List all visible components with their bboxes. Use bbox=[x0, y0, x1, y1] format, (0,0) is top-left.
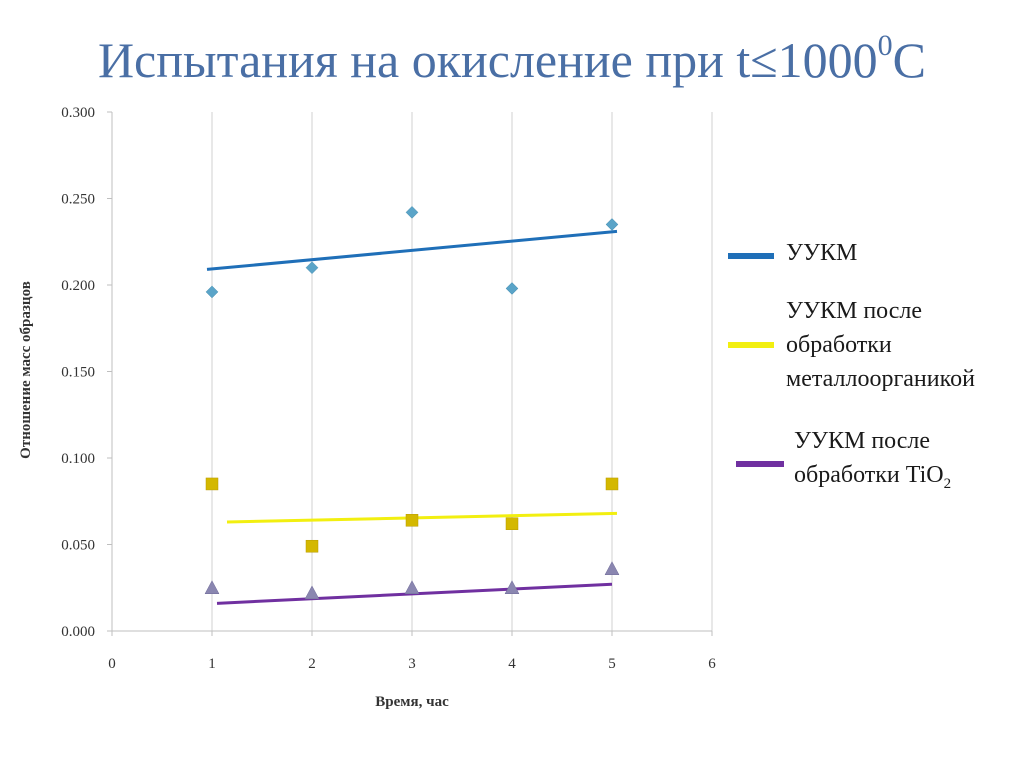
slide-title-superscript: 0 bbox=[877, 29, 893, 62]
data-point-series-2 bbox=[205, 477, 219, 491]
legend-label-metalorganic: УУКМ после обработки металлоорганикой bbox=[786, 294, 975, 396]
legend-label-line: УУКМ после bbox=[786, 298, 923, 324]
data-point-series-3 bbox=[304, 585, 320, 600]
legend-label-line: металлоорганикой bbox=[786, 366, 975, 392]
data-point-series-1 bbox=[505, 282, 519, 295]
x-axis-title: Время, час bbox=[375, 694, 449, 710]
data-point-series-3 bbox=[204, 580, 220, 594]
x-tick-label: 5 bbox=[608, 656, 616, 672]
chart-axes bbox=[107, 111, 713, 636]
data-point-series-1 bbox=[405, 205, 419, 219]
data-point-series-1 bbox=[305, 261, 319, 275]
data-point-series-3 bbox=[504, 580, 520, 594]
legend-label-line: УУКМ bbox=[786, 240, 858, 266]
y-tick-label: 0.050 bbox=[61, 538, 95, 554]
slide-title: Испытания на окисление при t≤10000С bbox=[0, 30, 1024, 90]
x-tick-label: 3 bbox=[408, 656, 416, 672]
chart-tick-labels: 0.000 0.050 0.100 0.150 0.200 0.250 0.300 0 1 2 3 4… bbox=[61, 105, 716, 672]
slide-title-text: Испытания на окисление при t≤1000 bbox=[97, 32, 878, 88]
legend-label-line: обработки TiO bbox=[794, 462, 944, 488]
chart-grid bbox=[211, 112, 713, 631]
data-point-series-2 bbox=[605, 477, 619, 491]
chart-points bbox=[204, 205, 620, 600]
y-tick-label: 0.200 bbox=[61, 278, 95, 294]
legend-swatch-metalorganic bbox=[728, 342, 774, 348]
y-tick-label: 0.000 bbox=[61, 624, 95, 640]
data-point-series-3 bbox=[604, 561, 620, 575]
data-point-series-1 bbox=[205, 285, 219, 299]
data-point-series-2 bbox=[505, 517, 519, 530]
y-tick-label: 0.150 bbox=[61, 365, 95, 381]
trendline-series-1 bbox=[206, 229, 618, 271]
slide-title-end: С bbox=[892, 32, 927, 88]
x-tick-label: 0 bbox=[108, 656, 116, 672]
x-tick-label: 1 bbox=[208, 656, 216, 672]
x-tick-label: 6 bbox=[708, 656, 716, 672]
legend-label-line: обработки bbox=[786, 332, 892, 358]
y-axis-title: Отношение масс образцов bbox=[18, 281, 34, 459]
legend-label-uukm: УУКМ bbox=[786, 236, 857, 270]
legend-swatch-tio2 bbox=[736, 461, 784, 467]
data-point-series-2 bbox=[405, 514, 419, 527]
x-tick-label: 4 bbox=[508, 656, 516, 672]
legend-label-tio2: УУКМ после обработки TiO2 bbox=[794, 424, 951, 492]
y-tick-label: 0.300 bbox=[61, 105, 95, 121]
data-point-series-1 bbox=[605, 218, 619, 231]
x-tick-label: 2 bbox=[308, 656, 316, 672]
y-tick-label: 0.100 bbox=[61, 451, 95, 467]
data-point-series-2 bbox=[305, 539, 319, 553]
y-tick-label: 0.250 bbox=[61, 192, 95, 208]
data-point-series-3 bbox=[404, 580, 420, 594]
legend-label-line: УУКМ после bbox=[794, 428, 931, 454]
trendline-series-2 bbox=[226, 511, 618, 524]
legend-swatch-uukm bbox=[728, 253, 774, 259]
legend-label-subscript: 2 bbox=[943, 476, 952, 492]
